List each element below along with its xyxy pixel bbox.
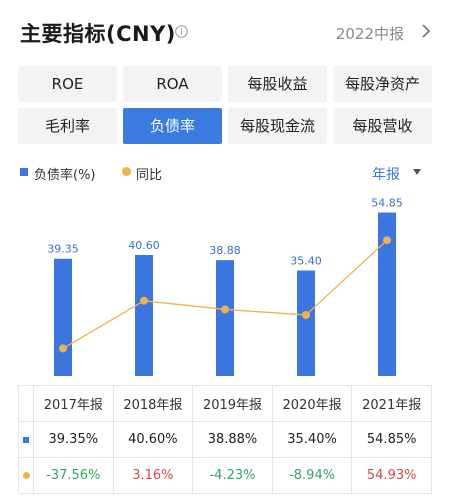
- report-type-dropdown[interactable]: 年报: [372, 167, 400, 183]
- bar-2019年报[interactable]: [216, 260, 234, 376]
- period-label[interactable]: 2022中报: [335, 25, 404, 43]
- table-header-cell: 2019年报: [192, 385, 273, 422]
- legend-series2-label: 同比: [136, 168, 163, 183]
- yoy-point-2019年报[interactable]: [221, 305, 229, 314]
- bar-value-label: 40.60: [128, 239, 160, 252]
- metric-button-roa[interactable]: ROA: [123, 66, 222, 102]
- page-title: 主要指标(CNY): [20, 22, 176, 46]
- legend-series1-label: 负债率(%): [34, 168, 96, 183]
- bar-2017年报[interactable]: [54, 258, 72, 376]
- table-header-row: 2017年报 2018年报 2019年报 2020年报 2021年报: [18, 385, 432, 422]
- line-series-marker: [22, 472, 30, 479]
- table-cell: -8.94%: [271, 457, 353, 494]
- yoy-point-2021年报[interactable]: [383, 236, 391, 245]
- bar-value-label: 54.85: [371, 197, 403, 210]
- metric-button-cash-flow-per-share[interactable]: 每股现金流: [228, 108, 327, 144]
- table-cell: 39.35%: [33, 421, 114, 458]
- data-table: 2017年报 2018年报 2019年报 2020年报 2021年报 39.35…: [18, 385, 432, 494]
- bar-value-label: 38.88: [209, 244, 241, 257]
- metric-button-bvps[interactable]: 每股净资产: [333, 66, 432, 102]
- metric-button-debt-ratio[interactable]: 负债率: [123, 108, 222, 144]
- bar-value-label: 35.40: [290, 255, 322, 268]
- table-cell: 3.16%: [112, 457, 194, 494]
- table-header-cell: 2017年报: [33, 385, 114, 422]
- yoy-point-2018年报[interactable]: [140, 296, 148, 305]
- table-header-cell: 2020年报: [271, 385, 353, 422]
- table-header-cell: 2018年报: [112, 385, 194, 422]
- metric-button-eps[interactable]: 每股收益: [228, 66, 327, 102]
- table-cell: -4.23%: [192, 457, 273, 494]
- header: 主要指标(CNY) 2022中报: [0, 0, 451, 62]
- debt-ratio-chart: 39.35 40.60 38.88 35.40 54.85: [47, 197, 403, 376]
- info-icon[interactable]: [175, 25, 188, 38]
- bar-2018年报[interactable]: [135, 255, 153, 376]
- table-row-yoy: -37.56% 3.16% -4.23% -8.94% 54.93%: [18, 457, 432, 494]
- metric-button-revenue-per-share[interactable]: 每股营收: [333, 108, 432, 144]
- bar-value-label: 39.35: [47, 243, 79, 256]
- table-cell: 40.60%: [112, 421, 194, 458]
- yoy-point-2017年报[interactable]: [59, 344, 67, 353]
- table-cell: 35.40%: [271, 421, 353, 458]
- table-cell: 54.85%: [351, 421, 432, 458]
- chevron-right-icon[interactable]: [421, 24, 431, 38]
- yoy-point-2020年报[interactable]: [302, 310, 310, 319]
- legend-line-swatch: [122, 167, 131, 176]
- table-header-cell: 2021年报: [351, 385, 432, 422]
- bar-2021年报[interactable]: [378, 212, 396, 376]
- table-row-debt-ratio: 39.35% 40.60% 38.88% 35.40% 54.85%: [18, 421, 432, 458]
- table-cell: 54.93%: [351, 457, 432, 494]
- metric-button-gross-margin[interactable]: 毛利率: [18, 108, 117, 144]
- table-cell: 38.88%: [192, 421, 273, 458]
- caret-down-icon[interactable]: [413, 169, 421, 175]
- bar-series-marker: [23, 437, 29, 443]
- metric-button-roe[interactable]: ROE: [18, 66, 117, 102]
- legend-bar-swatch: [20, 168, 28, 176]
- bar-2020年报[interactable]: [297, 270, 315, 376]
- table-cell: -37.56%: [33, 457, 114, 494]
